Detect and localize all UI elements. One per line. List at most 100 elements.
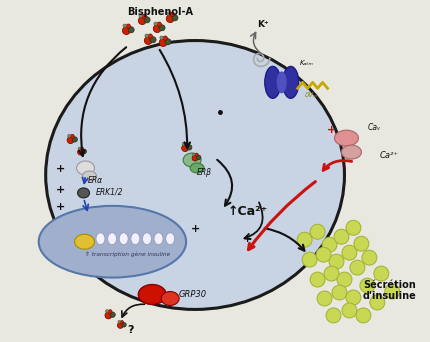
Circle shape bbox=[128, 27, 134, 33]
Circle shape bbox=[105, 312, 112, 319]
Ellipse shape bbox=[138, 285, 166, 304]
Circle shape bbox=[296, 232, 311, 247]
Text: +: + bbox=[326, 125, 335, 135]
Circle shape bbox=[117, 320, 120, 323]
Circle shape bbox=[169, 12, 174, 16]
Circle shape bbox=[345, 220, 360, 235]
Ellipse shape bbox=[341, 145, 361, 159]
Circle shape bbox=[166, 15, 174, 23]
Circle shape bbox=[108, 310, 112, 314]
Circle shape bbox=[310, 224, 324, 239]
Circle shape bbox=[341, 303, 356, 318]
Circle shape bbox=[123, 24, 126, 28]
Ellipse shape bbox=[282, 66, 298, 98]
Ellipse shape bbox=[276, 71, 286, 93]
Circle shape bbox=[72, 137, 77, 142]
Ellipse shape bbox=[264, 66, 280, 98]
Circle shape bbox=[126, 24, 130, 28]
Circle shape bbox=[150, 37, 156, 43]
Circle shape bbox=[122, 27, 130, 35]
Circle shape bbox=[192, 155, 198, 161]
Text: ↑Ca²⁺: ↑Ca²⁺ bbox=[227, 205, 267, 218]
Circle shape bbox=[325, 308, 340, 323]
Circle shape bbox=[159, 25, 165, 31]
Circle shape bbox=[154, 22, 157, 26]
Circle shape bbox=[70, 134, 74, 138]
Circle shape bbox=[144, 37, 152, 44]
Circle shape bbox=[361, 250, 376, 265]
Circle shape bbox=[67, 137, 74, 144]
Circle shape bbox=[184, 142, 188, 146]
Circle shape bbox=[333, 229, 348, 244]
Circle shape bbox=[341, 245, 356, 260]
Circle shape bbox=[105, 310, 108, 313]
Circle shape bbox=[117, 323, 123, 328]
Circle shape bbox=[192, 153, 195, 156]
Circle shape bbox=[301, 252, 316, 267]
Text: ERβ: ERβ bbox=[196, 168, 211, 177]
Ellipse shape bbox=[96, 233, 105, 245]
Text: +: + bbox=[56, 202, 65, 212]
Circle shape bbox=[194, 153, 198, 156]
Circle shape bbox=[186, 145, 191, 150]
Ellipse shape bbox=[183, 153, 200, 167]
Ellipse shape bbox=[39, 206, 186, 278]
Circle shape bbox=[331, 285, 346, 300]
Ellipse shape bbox=[83, 171, 96, 181]
Circle shape bbox=[144, 34, 148, 38]
Text: ERK1/2: ERK1/2 bbox=[95, 188, 123, 197]
Circle shape bbox=[369, 295, 384, 310]
Ellipse shape bbox=[334, 130, 358, 146]
Text: Bisphenol-A: Bisphenol-A bbox=[127, 6, 193, 17]
Circle shape bbox=[153, 25, 161, 32]
Ellipse shape bbox=[46, 41, 344, 310]
Circle shape bbox=[138, 14, 142, 17]
Circle shape bbox=[316, 291, 331, 306]
Circle shape bbox=[181, 145, 188, 152]
Circle shape bbox=[120, 320, 123, 324]
Text: +: + bbox=[56, 164, 65, 174]
Circle shape bbox=[315, 247, 330, 262]
Ellipse shape bbox=[119, 233, 128, 245]
Circle shape bbox=[121, 323, 126, 327]
Circle shape bbox=[349, 260, 364, 275]
Text: K⁺: K⁺ bbox=[256, 19, 268, 29]
Circle shape bbox=[359, 278, 374, 293]
Circle shape bbox=[323, 266, 338, 281]
Circle shape bbox=[353, 236, 368, 251]
Ellipse shape bbox=[77, 161, 94, 175]
Ellipse shape bbox=[154, 233, 163, 245]
Ellipse shape bbox=[165, 233, 174, 245]
Ellipse shape bbox=[142, 233, 151, 245]
Text: GRP30: GRP30 bbox=[178, 290, 206, 300]
Ellipse shape bbox=[77, 188, 89, 198]
Circle shape bbox=[345, 290, 360, 305]
Text: •: • bbox=[215, 107, 224, 121]
Circle shape bbox=[182, 142, 185, 145]
Text: δVₘ: δVₘ bbox=[304, 92, 317, 98]
Text: Ca²⁺: Ca²⁺ bbox=[378, 151, 397, 160]
Ellipse shape bbox=[190, 163, 203, 173]
Text: ?: ? bbox=[127, 325, 133, 336]
Circle shape bbox=[163, 36, 167, 40]
Ellipse shape bbox=[108, 233, 116, 245]
Circle shape bbox=[165, 39, 171, 45]
Ellipse shape bbox=[161, 291, 179, 305]
Ellipse shape bbox=[74, 234, 94, 249]
Text: Sécrétion
d'insuline: Sécrétion d'insuline bbox=[362, 280, 415, 302]
Circle shape bbox=[144, 17, 150, 23]
Circle shape bbox=[142, 14, 146, 18]
Text: +: + bbox=[190, 224, 199, 234]
Circle shape bbox=[166, 12, 170, 16]
Circle shape bbox=[77, 149, 83, 155]
Circle shape bbox=[147, 34, 152, 38]
Circle shape bbox=[68, 134, 71, 137]
Circle shape bbox=[80, 147, 83, 150]
Circle shape bbox=[82, 149, 86, 154]
Text: Kₐₜₘ: Kₐₜₘ bbox=[299, 61, 313, 66]
Circle shape bbox=[160, 36, 163, 39]
Text: ERα: ERα bbox=[88, 176, 103, 185]
Ellipse shape bbox=[131, 233, 139, 245]
Circle shape bbox=[172, 15, 178, 21]
Circle shape bbox=[355, 308, 370, 323]
